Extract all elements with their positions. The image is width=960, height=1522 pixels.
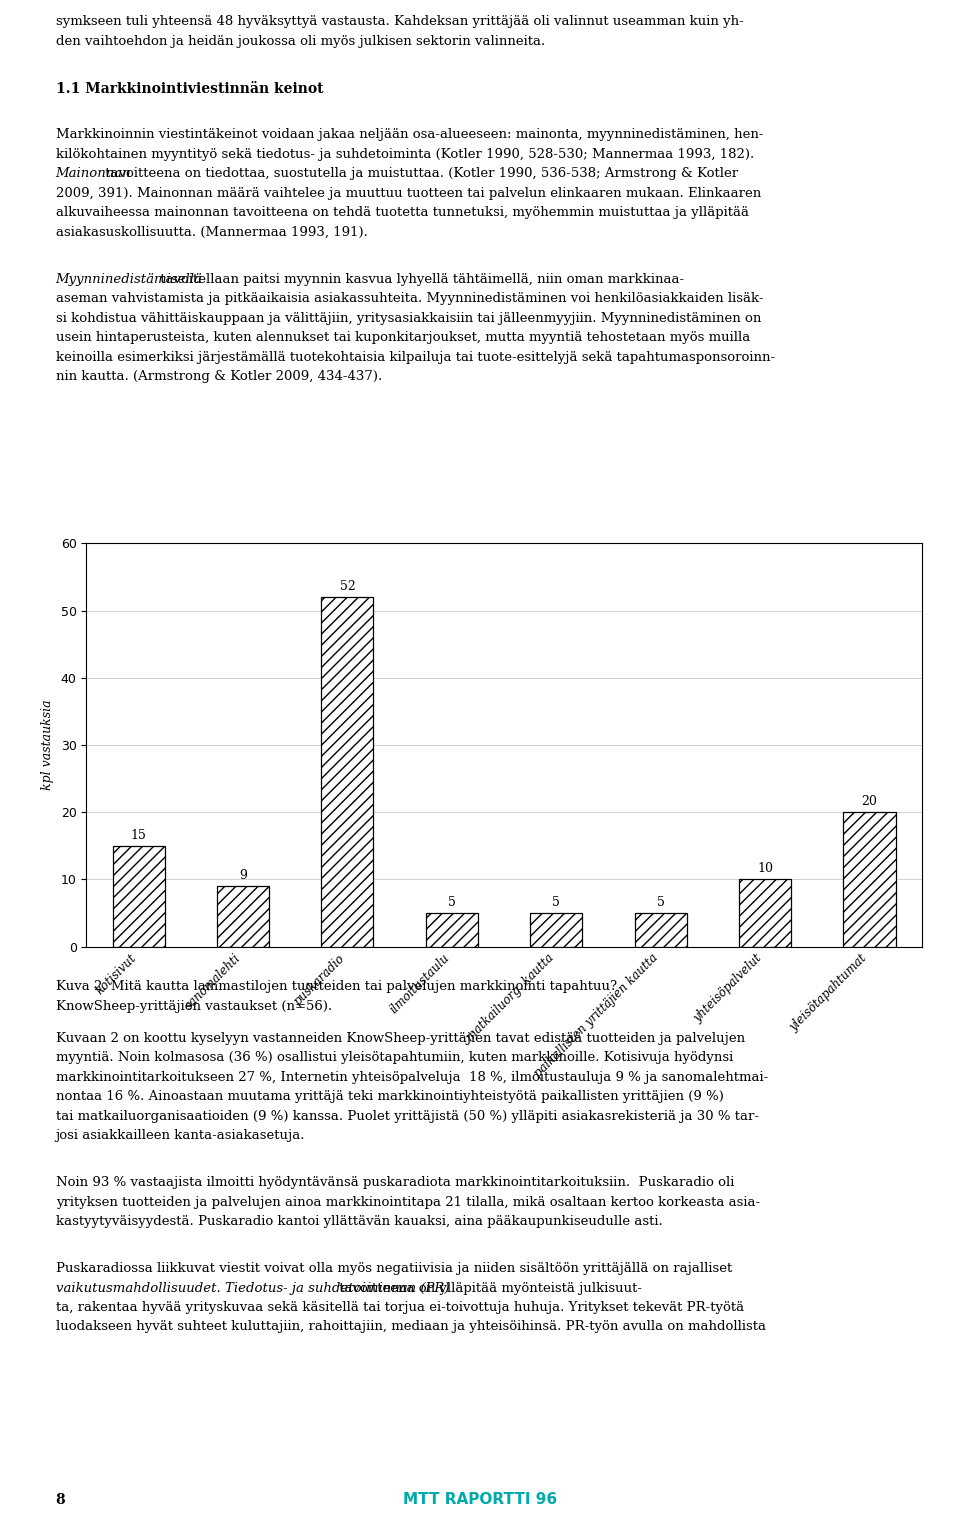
Text: keinoilla esimerkiksi järjestämällä tuotekohtaisia kilpailuja tai tuote-esittely: keinoilla esimerkiksi järjestämällä tuot… <box>56 350 775 364</box>
Text: josi asiakkailleen kanta-asiakasetuja.: josi asiakkailleen kanta-asiakasetuja. <box>56 1129 305 1143</box>
Text: vaikutusmahdollisuudet. Tiedotus- ja suhdetoiminnan (PR): vaikutusmahdollisuudet. Tiedotus- ja suh… <box>56 1282 449 1295</box>
Text: Markkinoinnin viestintäkeinot voidaan jakaa neljään osa-alueeseen: mainonta, myy: Markkinoinnin viestintäkeinot voidaan ja… <box>56 128 763 142</box>
Bar <box>217 886 269 947</box>
Text: 52: 52 <box>340 580 355 594</box>
Text: Kuvaan 2 on koottu kyselyyn vastanneiden KnowSheep-yrittäjien tavat edistää tuot: Kuvaan 2 on koottu kyselyyn vastanneiden… <box>56 1032 745 1046</box>
Text: symkseen tuli yhteensä 48 hyväksyttyä vastausta. Kahdeksan yrittäjää oli valinnu: symkseen tuli yhteensä 48 hyväksyttyä va… <box>56 15 743 29</box>
Text: tavoitellaan paitsi myynnin kasvua lyhyellä tähtäimellä, niin oman markkinaa-: tavoitellaan paitsi myynnin kasvua lyhye… <box>156 272 684 286</box>
Y-axis label: kpl vastauksia: kpl vastauksia <box>40 700 54 790</box>
Text: den vaihtoehdon ja heidän joukossa oli myös julkisen sektorin valinneita.: den vaihtoehdon ja heidän joukossa oli m… <box>56 35 545 47</box>
Text: 9: 9 <box>239 869 247 883</box>
Text: Puskaradiossa liikkuvat viestit voivat olla myös negatiivisia ja niiden sisältöö: Puskaradiossa liikkuvat viestit voivat o… <box>56 1262 732 1275</box>
Text: tavoitteena on ylläpitää myönteistä julkisuut-: tavoitteena on ylläpitää myönteistä julk… <box>335 1282 642 1295</box>
Text: asiakasuskollisuutta. (Mannermaa 1993, 191).: asiakasuskollisuutta. (Mannermaa 1993, 1… <box>56 225 368 239</box>
Bar <box>112 846 165 947</box>
Text: nin kautta. (Armstrong & Kotler 2009, 434-437).: nin kautta. (Armstrong & Kotler 2009, 43… <box>56 370 382 384</box>
Text: tai matkailuorganisaatioiden (9 %) kanssa. Puolet yrittäjistä (50 %) ylläpiti as: tai matkailuorganisaatioiden (9 %) kanss… <box>56 1110 758 1123</box>
Text: nontaa 16 %. Ainoastaan muutama yrittäjä teki markkinointiyhteistyötä paikallist: nontaa 16 %. Ainoastaan muutama yrittäjä… <box>56 1090 724 1103</box>
Bar <box>530 913 583 947</box>
Text: 1.1 Markkinointiviestinnän keinot: 1.1 Markkinointiviestinnän keinot <box>56 82 324 96</box>
Bar <box>843 813 896 947</box>
Text: MTT RAPORTTI 96: MTT RAPORTTI 96 <box>403 1492 557 1507</box>
Text: markkinointitarkoitukseen 27 %, Internetin yhteisöpalveluja  18 %, ilmoitustaulu: markkinointitarkoitukseen 27 %, Internet… <box>56 1071 768 1084</box>
Text: 5: 5 <box>552 896 560 909</box>
Text: 8: 8 <box>56 1493 65 1507</box>
Bar <box>425 913 478 947</box>
Text: 10: 10 <box>757 863 773 875</box>
Text: 5: 5 <box>657 896 664 909</box>
Text: luodakseen hyvät suhteet kuluttajiin, rahoittajiin, mediaan ja yhteisöihinsä. PR: luodakseen hyvät suhteet kuluttajiin, ra… <box>56 1321 766 1333</box>
Text: KnowSheep-yrittäjien vastaukset (n=56).: KnowSheep-yrittäjien vastaukset (n=56). <box>56 1000 332 1014</box>
Text: aseman vahvistamista ja pitkäaikaisia asiakassuhteita. Myynninedistäminen voi he: aseman vahvistamista ja pitkäaikaisia as… <box>56 292 763 306</box>
Text: 2009, 391). Mainonnan määrä vaihtelee ja muuttuu tuotteen tai palvelun elinkaare: 2009, 391). Mainonnan määrä vaihtelee ja… <box>56 187 761 199</box>
Text: Kuva 2. Mitä kautta lammastilojen tuotteiden tai palvelujen markkinointi tapahtu: Kuva 2. Mitä kautta lammastilojen tuotte… <box>56 980 617 994</box>
Text: myyntiä. Noin kolmasosa (36 %) osallistui yleisötapahtumiin, kuten markkinoille.: myyntiä. Noin kolmasosa (36 %) osallistu… <box>56 1052 732 1064</box>
Text: yrityksen tuotteiden ja palvelujen ainoa markkinointitapa 21 tilalla, mikä osalt: yrityksen tuotteiden ja palvelujen ainoa… <box>56 1196 759 1208</box>
Text: Myynninedistämisellä: Myynninedistämisellä <box>56 272 203 286</box>
Text: ta, rakentaa hyvää yrityskuvaa sekä käsitellä tai torjua ei-toivottuja huhuja. Y: ta, rakentaa hyvää yrityskuvaa sekä käsi… <box>56 1301 744 1313</box>
Bar <box>322 597 373 947</box>
Text: Noin 93 % vastaajista ilmoitti hyödyntävänsä puskaradiota markkinointitarkoituks: Noin 93 % vastaajista ilmoitti hyödyntäv… <box>56 1177 734 1189</box>
Text: kilökohtainen myyntityö sekä tiedotus- ja suhdetoiminta (Kotler 1990, 528-530; M: kilökohtainen myyntityö sekä tiedotus- j… <box>56 148 754 161</box>
Text: si kohdistua vähittäiskauppaan ja välittäjiin, yritysasiakkaisiin tai jälleenmyy: si kohdistua vähittäiskauppaan ja välitt… <box>56 312 761 324</box>
Bar <box>635 913 686 947</box>
Text: Mainonnan: Mainonnan <box>56 167 132 181</box>
Text: usein hintaperusteista, kuten alennukset tai kuponkitarjoukset, mutta myyntiä te: usein hintaperusteista, kuten alennukset… <box>56 332 750 344</box>
Text: 5: 5 <box>448 896 456 909</box>
Text: tavoitteena on tiedottaa, suostutella ja muistuttaa. (Kotler 1990, 536-538; Arms: tavoitteena on tiedottaa, suostutella ja… <box>101 167 737 181</box>
Text: alkuvaiheessa mainonnan tavoitteena on tehdä tuotetta tunnetuksi, myöhemmin muis: alkuvaiheessa mainonnan tavoitteena on t… <box>56 207 749 219</box>
Text: kastyytyväisyydestä. Puskaradio kantoi yllättävän kauaksi, aina pääkaupunkiseudu: kastyytyväisyydestä. Puskaradio kantoi y… <box>56 1215 662 1228</box>
Text: 20: 20 <box>861 794 877 808</box>
Bar <box>739 880 791 947</box>
Text: 15: 15 <box>131 829 147 842</box>
